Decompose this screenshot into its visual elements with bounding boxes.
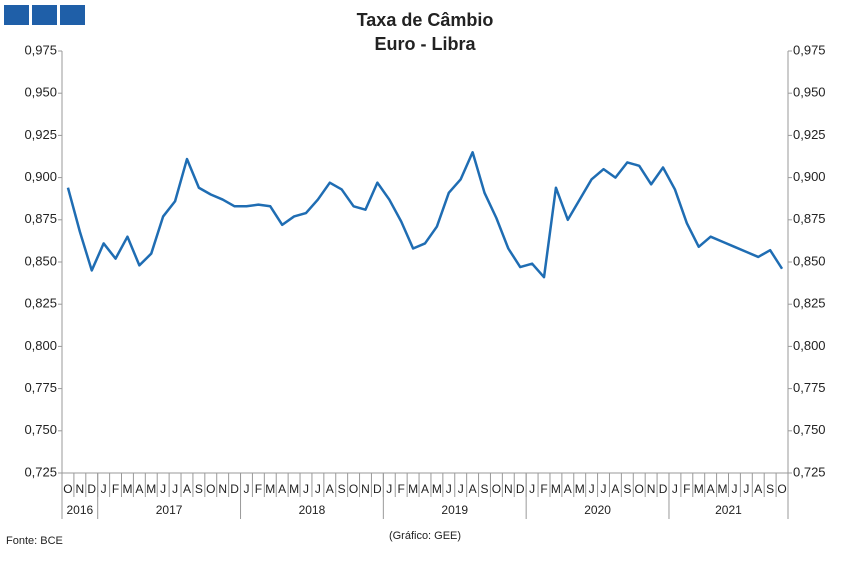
x-tick-label: S bbox=[766, 482, 774, 496]
x-tick-label: S bbox=[481, 482, 489, 496]
chart-title: Taxa de Câmbio bbox=[357, 10, 494, 30]
x-tick-label: A bbox=[135, 482, 143, 496]
x-tick-label: A bbox=[564, 482, 572, 496]
y2-tick-label: 0,975 bbox=[793, 42, 826, 57]
x-tick-label: M bbox=[289, 482, 299, 496]
x-tick-label: S bbox=[623, 482, 631, 496]
x-tick-label: D bbox=[87, 482, 96, 496]
x-tick-label: N bbox=[76, 482, 85, 496]
year-label: 2020 bbox=[584, 503, 611, 517]
x-tick-label: A bbox=[469, 482, 477, 496]
x-tick-label: M bbox=[146, 482, 156, 496]
y2-tick-label: 0,925 bbox=[793, 127, 826, 142]
source: Fonte: BCE bbox=[6, 535, 63, 547]
x-tick-label: O bbox=[349, 482, 358, 496]
y2-tick-label: 0,825 bbox=[793, 296, 826, 311]
y-tick-label: 0,975 bbox=[24, 42, 57, 57]
x-tick-label: N bbox=[504, 482, 513, 496]
y-tick-label: 0,925 bbox=[24, 127, 57, 142]
x-tick-label: M bbox=[432, 482, 442, 496]
x-tick-label: J bbox=[101, 482, 107, 496]
x-tick-label: F bbox=[398, 482, 405, 496]
x-tick-label: J bbox=[160, 482, 166, 496]
x-tick-label: J bbox=[315, 482, 321, 496]
logo-square bbox=[4, 5, 29, 25]
x-tick-label: N bbox=[361, 482, 370, 496]
x-tick-label: D bbox=[373, 482, 382, 496]
x-tick-label: D bbox=[230, 482, 239, 496]
x-tick-label: J bbox=[172, 482, 178, 496]
logo-square bbox=[60, 5, 85, 25]
x-tick-label: M bbox=[122, 482, 132, 496]
y-tick-label: 0,750 bbox=[24, 422, 57, 437]
x-tick-label: J bbox=[386, 482, 392, 496]
x-tick-label: J bbox=[731, 482, 737, 496]
x-tick-label: J bbox=[458, 482, 464, 496]
year-label: 2016 bbox=[67, 503, 94, 517]
x-tick-label: O bbox=[63, 482, 72, 496]
x-tick-label: A bbox=[326, 482, 334, 496]
x-tick-label: M bbox=[265, 482, 275, 496]
y2-tick-label: 0,950 bbox=[793, 85, 826, 100]
y-tick-label: 0,725 bbox=[24, 464, 57, 479]
x-tick-label: M bbox=[551, 482, 561, 496]
y-tick-label: 0,875 bbox=[24, 211, 57, 226]
x-tick-label: D bbox=[516, 482, 525, 496]
year-label: 2019 bbox=[441, 503, 468, 517]
y2-tick-label: 0,750 bbox=[793, 422, 826, 437]
x-tick-label: S bbox=[195, 482, 203, 496]
x-tick-label: J bbox=[601, 482, 607, 496]
x-tick-label: J bbox=[303, 482, 309, 496]
y-tick-label: 0,900 bbox=[24, 169, 57, 184]
x-tick-label: A bbox=[421, 482, 429, 496]
y-tick-label: 0,950 bbox=[24, 85, 57, 100]
logo-square bbox=[32, 5, 57, 25]
year-label: 2021 bbox=[715, 503, 742, 517]
x-tick-label: F bbox=[683, 482, 690, 496]
x-tick-label: M bbox=[718, 482, 728, 496]
y2-tick-label: 0,875 bbox=[793, 211, 826, 226]
x-tick-label: N bbox=[218, 482, 227, 496]
y2-tick-label: 0,775 bbox=[793, 380, 826, 395]
x-tick-label: F bbox=[112, 482, 119, 496]
x-tick-label: J bbox=[589, 482, 595, 496]
y2-tick-label: 0,725 bbox=[793, 464, 826, 479]
y2-tick-label: 0,900 bbox=[793, 169, 826, 184]
y-tick-label: 0,850 bbox=[24, 253, 57, 268]
x-tick-label: F bbox=[540, 482, 547, 496]
year-label: 2017 bbox=[156, 503, 183, 517]
x-tick-label: F bbox=[255, 482, 262, 496]
y-tick-label: 0,800 bbox=[24, 338, 57, 353]
x-tick-label: N bbox=[647, 482, 656, 496]
y2-tick-label: 0,800 bbox=[793, 338, 826, 353]
x-tick-label: A bbox=[183, 482, 191, 496]
y-tick-label: 0,825 bbox=[24, 296, 57, 311]
x-tick-label: D bbox=[659, 482, 668, 496]
x-tick-label: O bbox=[492, 482, 501, 496]
x-tick-label: A bbox=[611, 482, 619, 496]
credit: (Gráfico: GEE) bbox=[389, 530, 461, 542]
x-tick-label: O bbox=[206, 482, 215, 496]
x-tick-label: S bbox=[338, 482, 346, 496]
x-tick-label: J bbox=[743, 482, 749, 496]
y2-tick-label: 0,850 bbox=[793, 253, 826, 268]
x-tick-label: J bbox=[529, 482, 535, 496]
x-tick-label: J bbox=[446, 482, 452, 496]
x-tick-label: J bbox=[243, 482, 249, 496]
x-tick-label: O bbox=[777, 482, 786, 496]
x-tick-label: J bbox=[672, 482, 678, 496]
x-tick-label: O bbox=[635, 482, 644, 496]
x-tick-label: M bbox=[575, 482, 585, 496]
x-tick-label: A bbox=[754, 482, 762, 496]
x-tick-label: M bbox=[694, 482, 704, 496]
x-tick-label: M bbox=[408, 482, 418, 496]
year-label: 2018 bbox=[299, 503, 326, 517]
chart-subtitle: Euro - Libra bbox=[374, 34, 476, 54]
data-line bbox=[66, 151, 784, 279]
x-tick-label: A bbox=[278, 482, 286, 496]
x-tick-label: A bbox=[707, 482, 715, 496]
y-tick-label: 0,775 bbox=[24, 380, 57, 395]
